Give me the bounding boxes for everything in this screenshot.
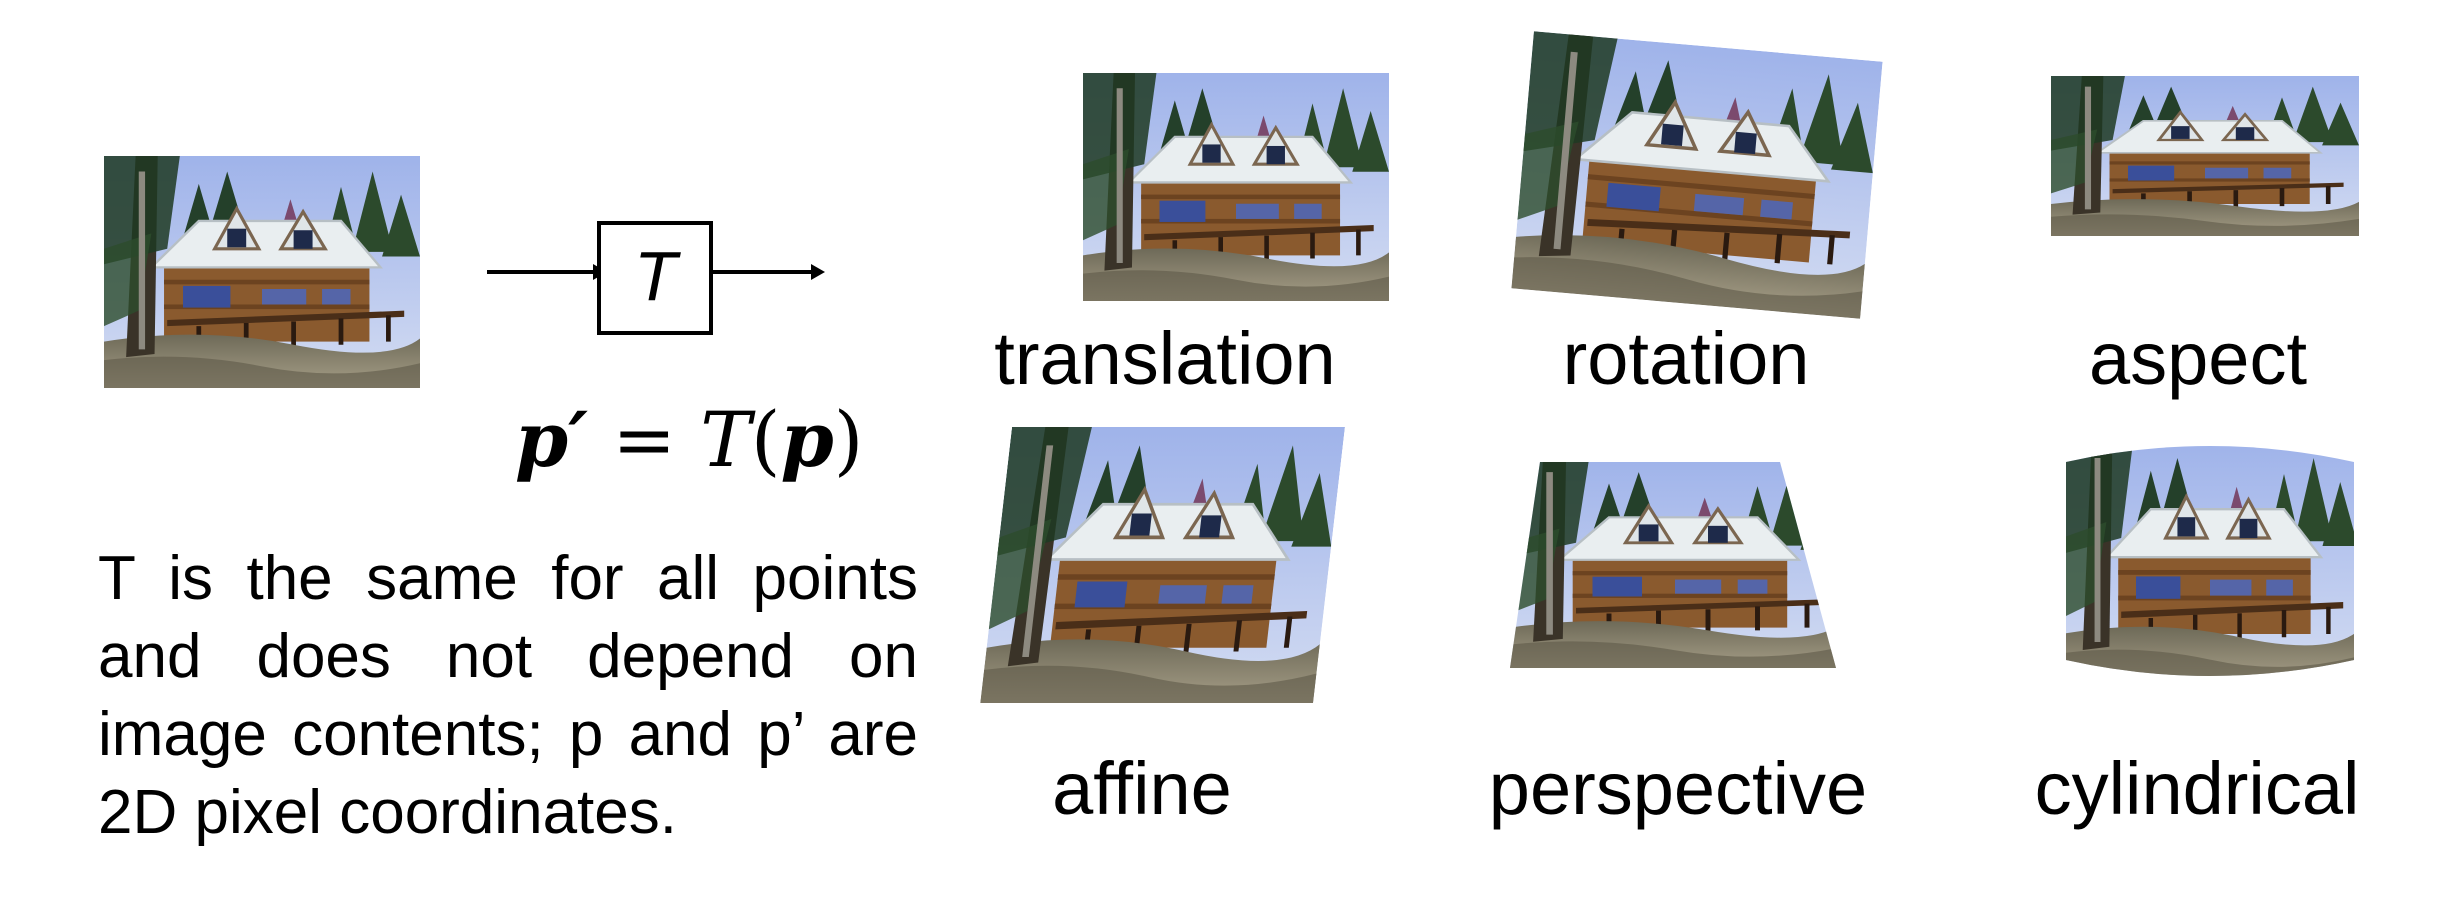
formula-close-paren: )	[833, 395, 864, 484]
perspective-image	[1510, 458, 1840, 670]
description-text: T is the same for all points and does no…	[98, 540, 918, 852]
label-affine: affine	[1052, 747, 1232, 830]
source-image	[104, 156, 420, 388]
label-cylindrical: cylindrical	[2034, 747, 2360, 830]
output-arrowhead	[811, 264, 825, 280]
operator-box	[597, 221, 713, 335]
description-line: and does not depend on	[98, 622, 918, 691]
formula-lhs: p′	[515, 395, 589, 484]
label-aspect: aspect	[2088, 317, 2308, 400]
cylindrical-image	[2062, 442, 2358, 682]
label-rotation: rotation	[1562, 317, 1810, 400]
formula-function: T	[700, 395, 751, 484]
description-line: image contents; p and p’ are	[98, 700, 918, 769]
label-translation: translation	[994, 317, 1336, 400]
description-line: T is the same for all points	[98, 544, 918, 613]
translation-image	[1083, 73, 1389, 301]
formula-arg: p	[780, 395, 834, 484]
affine-image	[980, 425, 1350, 705]
transform-operator-diagram	[487, 221, 825, 335]
transform-formula: p′ = T(p)	[515, 395, 863, 484]
aspect-image	[2051, 76, 2359, 236]
operator-symbol: T	[634, 237, 677, 315]
formula-open-paren: (	[750, 395, 781, 484]
formula-equals: =	[612, 395, 677, 484]
label-perspective: perspective	[1488, 747, 1868, 830]
rotation-image	[1505, 25, 1890, 325]
description-line: 2D pixel coordinates.	[98, 778, 677, 847]
